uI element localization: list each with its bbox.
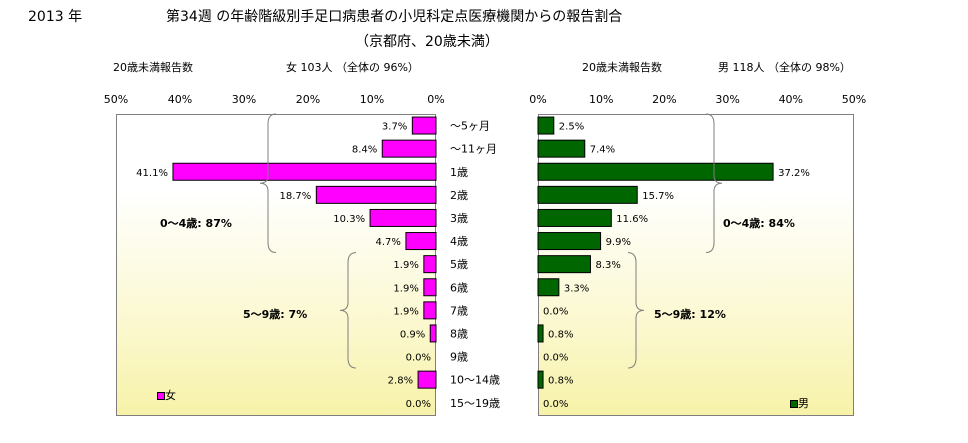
female-bar-value-label: 0.0% [406, 399, 431, 410]
female-bar-value-label: 8.4% [352, 145, 377, 156]
male-bar-value-label: 3.3% [564, 283, 589, 294]
female-bar-value-label: 2.8% [388, 376, 413, 387]
male-legend-label: 男 [798, 397, 809, 410]
female-bar [172, 162, 437, 181]
male-bracket-0-4-label: 0〜4歳: 84% [723, 217, 795, 230]
female-bar-value-label: 41.1% [136, 168, 168, 179]
male-x-tick-label: 10% [589, 93, 613, 106]
female-x-tick-label: 0% [427, 93, 444, 106]
female-legend-label: 女 [165, 389, 176, 402]
category-label: 9歳 [450, 351, 468, 364]
male-bar [537, 208, 612, 227]
male-legend-swatch [790, 400, 798, 408]
chart-title: 第34週 の年齢階級別手足口病患者の小児科定点医療機関からの報告割合 [166, 9, 623, 25]
female-x-tick-label: 30% [232, 93, 256, 106]
male-brace-0-4 [705, 113, 723, 254]
male-bar [537, 162, 774, 181]
right-summary: 男 118人 （全体の 98%） [718, 61, 851, 74]
female-bar [315, 185, 437, 204]
female-brace-5-9 [339, 252, 357, 369]
male-bar-value-label: 15.7% [642, 191, 674, 202]
male-bar [537, 370, 544, 389]
male-bar-value-label: 0.0% [543, 306, 568, 317]
male-bracket-5-9-label: 5〜9歳: 12% [654, 308, 726, 321]
male-x-tick-label: 0% [529, 93, 546, 106]
male-bar [537, 185, 638, 204]
female-bracket-5-9-label: 5〜9歳: 7% [243, 308, 308, 321]
female-bar [405, 232, 437, 251]
category-label: 15〜19歳 [450, 397, 500, 410]
left-summary: 女 103人 （全体の 96%） [286, 61, 419, 74]
female-x-tick-label: 40% [168, 93, 192, 106]
female-bar [369, 208, 437, 227]
category-label: 5歳 [450, 258, 468, 271]
male-bar [537, 278, 560, 297]
female-bar [429, 324, 437, 343]
left-count-label: 20歳未満報告数 [113, 61, 193, 74]
male-bar-value-label: 37.2% [778, 168, 810, 179]
category-label: 1歳 [450, 166, 468, 179]
category-label: 10〜14歳 [450, 374, 500, 387]
male-bar-value-label: 0.0% [543, 353, 568, 364]
female-bar [423, 255, 437, 274]
male-brace-5-9 [627, 252, 645, 369]
female-bar-value-label: 10.3% [333, 214, 365, 225]
female-bar-value-label: 0.0% [406, 353, 431, 364]
female-legend-swatch [157, 392, 165, 400]
female-bar-value-label: 1.9% [393, 306, 418, 317]
male-bar-value-label: 8.3% [595, 260, 620, 271]
category-label: 3歳 [450, 212, 468, 225]
female-bar-value-label: 4.7% [376, 237, 401, 248]
category-label: 〜11ヶ月 [450, 143, 497, 156]
male-bar-value-label: 0.0% [543, 399, 568, 410]
female-bar-value-label: 1.9% [393, 260, 418, 271]
male-bar [537, 255, 591, 274]
female-bar-value-label: 18.7% [280, 191, 312, 202]
female-bar [381, 139, 437, 158]
female-bar-value-label: 0.9% [400, 329, 425, 340]
male-bar [537, 324, 544, 343]
male-bar-value-label: 0.8% [548, 329, 573, 340]
male-bar-value-label: 0.8% [548, 376, 573, 387]
female-bar [423, 278, 437, 297]
male-x-tick-label: 40% [779, 93, 803, 106]
category-label: 6歳 [450, 281, 468, 294]
female-bar [411, 116, 437, 135]
chart-subtitle: （京都府、20歳未満） [355, 34, 499, 50]
category-label: 8歳 [450, 327, 468, 340]
male-bar-value-label: 11.6% [616, 214, 648, 225]
male-x-tick-label: 30% [715, 93, 739, 106]
male-bar [537, 232, 602, 251]
year-label: 2013 年 [28, 9, 83, 25]
male-bar [537, 116, 555, 135]
female-bar-value-label: 1.9% [393, 283, 418, 294]
male-bar-value-label: 9.9% [606, 237, 631, 248]
category-label: 〜5ヶ月 [450, 120, 490, 133]
female-bar [423, 301, 437, 320]
category-label: 7歳 [450, 304, 468, 317]
female-bracket-0-4-label: 0〜4歳: 87% [160, 217, 232, 230]
male-bar [537, 139, 586, 158]
female-brace-0-4 [259, 113, 277, 254]
male-legend: 男 [790, 395, 809, 411]
right-count-label: 20歳未満報告数 [582, 61, 662, 74]
male-x-tick-label: 50% [842, 93, 866, 106]
male-bar-value-label: 7.4% [590, 145, 615, 156]
female-x-tick-label: 50% [104, 93, 128, 106]
female-bar [417, 370, 437, 389]
male-x-tick-label: 20% [652, 93, 676, 106]
female-legend: 女 [157, 387, 176, 403]
female-x-tick-label: 20% [296, 93, 320, 106]
female-x-tick-label: 10% [360, 93, 384, 106]
category-label: 2歳 [450, 189, 468, 202]
male-bar-value-label: 2.5% [559, 122, 584, 133]
female-bar-value-label: 3.7% [382, 122, 407, 133]
category-label: 4歳 [450, 235, 468, 248]
